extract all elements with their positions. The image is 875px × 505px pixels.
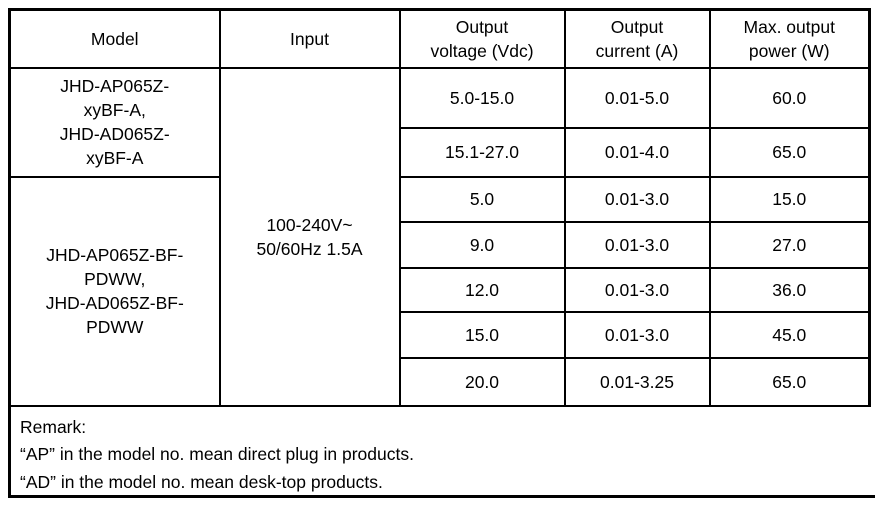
max-power-cell: 60.0	[708, 66, 871, 129]
max-power-cell: 36.0	[708, 266, 871, 313]
col-header-input: Input	[218, 8, 401, 69]
header-row: Model Input Output voltage (Vdc) Output …	[8, 8, 871, 69]
output-current-cell: 0.01-3.25	[563, 356, 711, 407]
table-row: 12.0 0.01-3.0 36.0	[10, 266, 871, 313]
remark-line-ad: “AD” in the model no. mean desk-top prod…	[20, 471, 383, 492]
output-voltage-cell: 20.0	[398, 356, 566, 407]
remark-title: Remark:	[20, 416, 87, 437]
table-row: 15.0 0.01-3.0 45.0	[10, 310, 871, 359]
col-header-model: Model	[8, 8, 221, 69]
output-current-cell: 0.01-3.0	[563, 220, 711, 269]
col-header-max-power: Max. output power (W)	[708, 8, 871, 69]
max-power-cell: 65.0	[708, 356, 871, 407]
output-current-cell: 0.01-5.0	[563, 66, 711, 129]
input-spec-cell: 100-240V~ 50/60Hz 1.5A	[218, 66, 401, 407]
table-row: 20.0 0.01-3.25 65.0	[10, 356, 871, 407]
max-power-cell: 65.0	[708, 126, 871, 178]
output-voltage-cell: 5.0	[398, 175, 566, 223]
table-row: 15.1-27.0 0.01-4.0 65.0	[10, 126, 871, 178]
output-voltage-cell: 9.0	[398, 220, 566, 269]
spec-table: Model Input Output voltage (Vdc) Output …	[8, 8, 871, 407]
output-voltage-cell: 15.1-27.0	[398, 126, 566, 178]
output-voltage-cell: 12.0	[398, 266, 566, 313]
remark-section: Remark: “AP” in the model no. mean direc…	[8, 406, 875, 498]
output-current-cell: 0.01-3.0	[563, 310, 711, 359]
max-power-cell: 15.0	[708, 175, 871, 223]
output-current-cell: 0.01-4.0	[563, 126, 711, 178]
table-row: JHD-AP065Z- xyBF-A, JHD-AD065Z- xyBF-A 1…	[8, 66, 871, 407]
max-power-cell: 45.0	[708, 310, 871, 359]
spec-sheet: Model Input Output voltage (Vdc) Output …	[8, 8, 875, 498]
col-header-output-current: Output current (A)	[563, 8, 711, 69]
model-group-cell: JHD-AP065Z-BF- PDWW, JHD-AD065Z-BF- PDWW	[8, 175, 221, 407]
table-row: 9.0 0.01-3.0 27.0	[10, 220, 871, 269]
col-header-output-voltage: Output voltage (Vdc)	[398, 8, 566, 69]
table-row: JHD-AP065Z-BF- PDWW, JHD-AD065Z-BF- PDWW…	[8, 175, 871, 407]
max-power-cell: 27.0	[708, 220, 871, 269]
model-group-cell: JHD-AP065Z- xyBF-A, JHD-AD065Z- xyBF-A	[8, 66, 221, 178]
output-voltage-cell: 15.0	[398, 310, 566, 359]
output-voltage-cell: 5.0-15.0	[398, 66, 566, 129]
remark-line-ap: “AP” in the model no. mean direct plug i…	[20, 444, 414, 464]
output-current-cell: 0.01-3.0	[563, 175, 711, 223]
output-current-cell: 0.01-3.0	[563, 266, 711, 313]
